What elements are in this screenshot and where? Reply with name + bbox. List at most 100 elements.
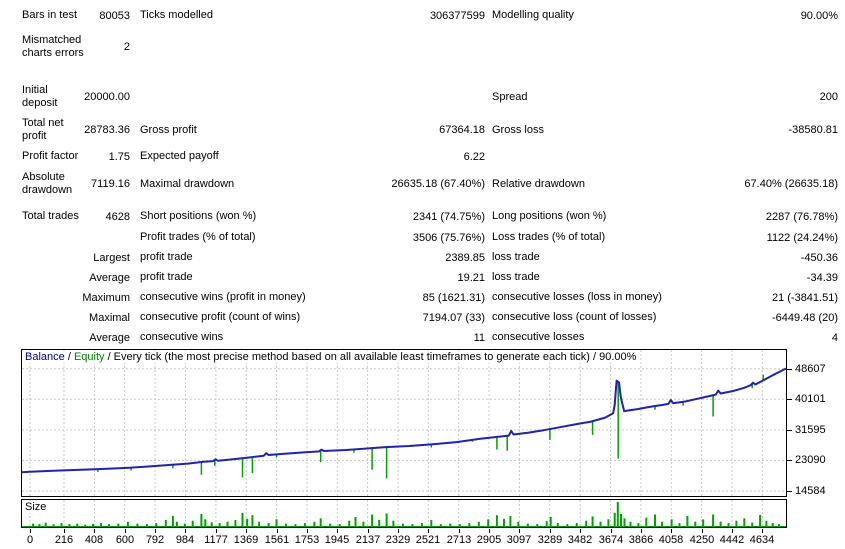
size-bar <box>183 523 186 526</box>
size-bar <box>251 515 254 526</box>
chart-title-equity: Equity <box>73 351 105 363</box>
size-bar <box>585 520 588 526</box>
stats-cell: Ticks modelled 306377599 <box>140 9 485 22</box>
stat-value: 2389.85 <box>445 251 485 264</box>
size-bar <box>136 523 139 526</box>
stats-row: Initial deposit 20000.00 Spread 200 <box>22 83 838 111</box>
stats-cell <box>492 150 838 163</box>
stats-cell: profit trade 2389.85 <box>140 251 485 264</box>
stat-value: 85 (1621.31) <box>422 291 485 304</box>
size-bar <box>145 524 148 526</box>
stat-value: -38580.81 <box>788 124 838 136</box>
size-bar <box>107 524 110 526</box>
stats-cell: profit trade 19.21 <box>140 271 485 284</box>
stat-value: Maximal <box>89 311 130 324</box>
size-bar <box>759 515 762 526</box>
size-bar <box>378 520 381 526</box>
size-bar <box>670 519 673 526</box>
stat-label: Profit factor <box>22 150 79 162</box>
stat-label: loss trade <box>492 271 540 283</box>
size-chart[interactable]: Size <box>21 499 787 528</box>
stat-label: Short positions (won %) <box>140 210 257 222</box>
stat-label: Absolute drawdown <box>22 171 73 196</box>
stats-cell: consecutive loss (count of losses) -6449.… <box>492 311 838 324</box>
stat-value: 80053 <box>99 9 130 22</box>
size-bar <box>246 518 249 526</box>
size-bar <box>234 520 237 526</box>
stat-value: 2287 (76.78%) <box>765 210 838 223</box>
size-bar <box>258 521 261 526</box>
stats-cell: Profit factor 1.75 <box>22 150 130 163</box>
stats-cell: Gross loss -38580.81 <box>492 116 838 144</box>
stat-value: 20000.00 <box>84 91 130 103</box>
stat-label: loss trade <box>492 251 540 263</box>
stat-label: Bars in test <box>22 9 78 21</box>
size-bar <box>155 523 158 526</box>
size-plot <box>22 500 786 527</box>
x-axis-tick <box>762 529 763 533</box>
size-bar <box>517 521 520 526</box>
stat-label: Spread <box>492 90 528 103</box>
stats-cell: Profit trades (% of total) 3506 (75.76%) <box>140 231 485 244</box>
stats-cell: Short positions (won %) 2341 (74.75%) <box>140 210 485 223</box>
size-bar <box>751 522 754 526</box>
chart-title-balance: Balance <box>25 351 65 363</box>
stats-row: Maximum consecutive wins (profit in money… <box>22 291 838 304</box>
x-axis-tick <box>732 529 733 533</box>
size-bar <box>313 521 316 526</box>
stats-cell <box>22 231 130 244</box>
x-axis-tick <box>216 529 217 533</box>
stat-label: Expected payoff <box>140 150 219 162</box>
size-bar <box>556 523 559 526</box>
y-axis-label: 40101 <box>795 393 826 405</box>
stats-cell: consecutive wins 11 <box>140 331 485 344</box>
x-axis-tick <box>64 529 65 533</box>
stat-value: 2341 (74.75%) <box>412 210 485 223</box>
x-axis-tick <box>368 529 369 533</box>
x-axis-label: 3674 <box>598 534 624 546</box>
size-bar <box>348 520 351 526</box>
stats-cell: Mismatched charts errors 2 <box>22 27 130 66</box>
size-bar <box>430 520 433 526</box>
size-bar <box>468 523 471 526</box>
size-bar <box>599 521 602 526</box>
size-bar <box>495 515 498 526</box>
size-bar <box>449 523 452 526</box>
stat-label: consecutive wins (profit in money) <box>140 291 306 303</box>
x-axis-tick <box>337 529 338 533</box>
stats-row: Absolute drawdown 7119.16 Maximal drawdown… <box>22 170 838 198</box>
size-bar <box>645 517 648 526</box>
stat-value: 6.22 <box>463 150 485 163</box>
balance-equity-chart[interactable]: Balance / Equity / Every tick (the most … <box>21 349 787 497</box>
stat-value: 4628 <box>105 210 130 223</box>
x-axis-label: 2329 <box>385 534 411 546</box>
size-bar <box>60 523 63 526</box>
stats-cell: consecutive losses 4 <box>492 331 838 344</box>
size-bar <box>591 516 594 526</box>
stat-label: Total net profit <box>22 117 64 142</box>
size-bar <box>743 518 746 526</box>
size-bar <box>68 524 71 526</box>
stats-cell: Long positions (won %) 2287 (76.78%) <box>492 210 838 223</box>
x-axis-label: 4442 <box>719 534 745 546</box>
size-bar <box>771 523 774 526</box>
x-axis-label: 1177 <box>204 534 228 546</box>
y-axis-tick <box>787 399 792 400</box>
stats-cell: consecutive losses (loss in money) 21 (-3… <box>492 291 838 304</box>
stats-row: Maximal consecutive profit (count of wins… <box>22 311 838 324</box>
y-axis-label: 48607 <box>795 363 826 375</box>
chart-title-method: / Every tick (the most precise method ba… <box>104 351 637 363</box>
stats-cell: Bars in test 80053 <box>22 9 130 22</box>
stat-value: 200 <box>819 91 838 103</box>
size-bar <box>712 514 715 526</box>
stat-value: 7194.07 (33) <box>422 311 485 324</box>
size-bar <box>526 523 529 526</box>
stats-cell: Expected payoff 6.22 <box>140 150 485 163</box>
y-axis-tick <box>787 369 792 370</box>
size-bar <box>629 521 632 526</box>
x-axis-tick <box>30 529 31 533</box>
size-bar <box>164 520 167 526</box>
size-bar <box>241 512 244 526</box>
stats-cell: Total net profit 28783.36 <box>22 116 130 144</box>
y-axis-label: 31595 <box>795 424 826 436</box>
